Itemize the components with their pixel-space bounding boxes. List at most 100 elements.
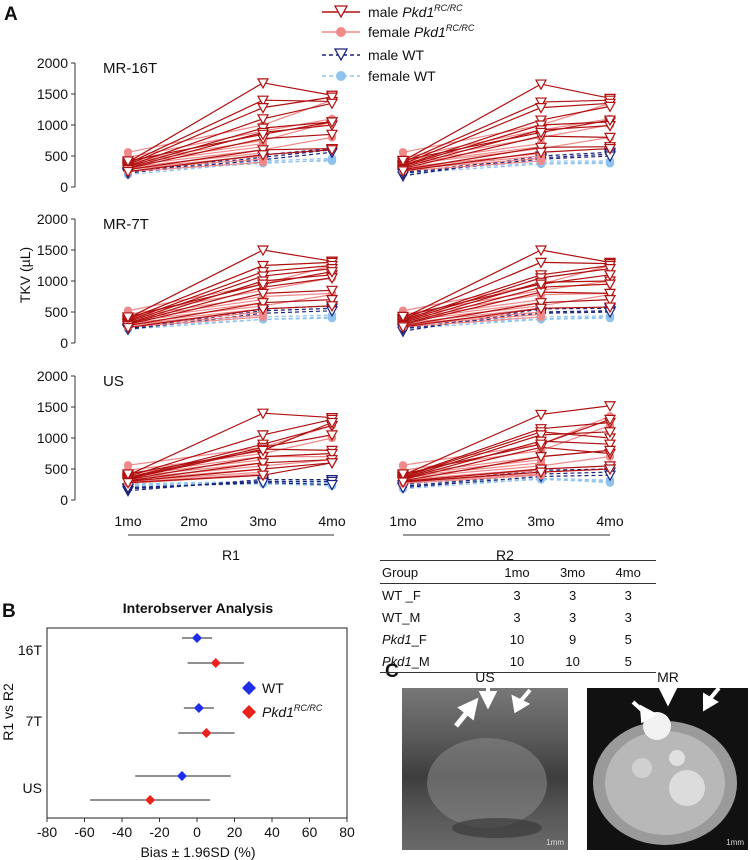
forest-bias-marker: [210, 658, 221, 668]
x-tick-label: 1mo: [114, 513, 141, 529]
series-line-female_wt: [402, 478, 611, 490]
r2-group-label: R2: [496, 547, 514, 563]
y-tick-label: 2000: [37, 211, 68, 227]
forest-category-label: 16T: [18, 642, 43, 658]
data-point-male_pkd: [121, 156, 135, 168]
series-line-female_pkd: [402, 302, 542, 321]
data-point-male_pkd: [603, 132, 617, 144]
series-line-female_pkd: [127, 158, 264, 170]
interobserver-forest-plot: Interobserver Analysis -80 -60 -40 -20 0 20 40…: [0, 600, 355, 860]
data-point-male_pkd: [534, 257, 548, 269]
data-point-female_wt: [605, 478, 615, 487]
x-tick-label: 3mo: [249, 513, 276, 529]
data-point-male_pkd: [603, 445, 617, 457]
series-line-female_wt: [402, 478, 611, 486]
forest-legend-wt: WT: [242, 680, 284, 696]
data-point-male_pkd: [396, 469, 410, 481]
data-point-male_pkd: [256, 408, 270, 420]
x-tick-label: 3mo: [527, 513, 554, 529]
svg-text:WT: WT: [262, 680, 284, 696]
arrow-icon: [454, 697, 479, 728]
data-point-male_pkd: [603, 439, 617, 451]
svg-text:Pkd1RC/RC: Pkd1RC/RC: [262, 703, 323, 720]
y-tick-label: 1500: [37, 242, 68, 258]
forest-x-tick-label: 80: [339, 824, 355, 840]
forest-x-tick-label: -60: [74, 824, 94, 840]
data-point-male_pkd: [121, 478, 135, 489]
mr-image-drawing: [593, 684, 737, 845]
data-point-male_pkd: [534, 303, 548, 315]
data-point-male_pkd: [121, 322, 135, 334]
header-3mo: 3mo: [544, 560, 601, 584]
data-point-male_pkd: [256, 279, 270, 291]
data-point-male_pkd: [534, 430, 548, 442]
data-point-male_pkd: [121, 312, 135, 324]
forest-title: Interobserver Analysis: [123, 600, 274, 616]
legend-entry-male-pkd: male Pkd1RC/RC: [322, 3, 463, 20]
forest-frame: [46, 627, 348, 819]
data-point-male_pkd: [534, 147, 548, 159]
forest-x-tick-label: 40: [264, 824, 280, 840]
forest-bias-marker: [192, 633, 202, 643]
legend-label: male: [368, 4, 402, 20]
us-image-title: US: [475, 669, 494, 685]
data-point-male_pkd: [534, 452, 548, 463]
data-point-male_pkd: [325, 417, 339, 429]
forest-legend-pkd: Pkd1RC/RC: [242, 703, 323, 720]
data-point-female_wt: [327, 314, 337, 323]
forest-x-tick-label: -40: [112, 824, 132, 840]
data-point-male_pkd: [603, 464, 617, 476]
arrow-icon: [511, 688, 532, 714]
data-point-male_pkd: [256, 260, 270, 272]
data-point-male_pkd: [325, 98, 339, 110]
series-line-female_wt: [402, 317, 611, 330]
data-point-male_pkd: [256, 78, 270, 90]
series-line-male_wt: [402, 155, 611, 174]
data-point-female_pkd: [536, 312, 546, 322]
series-line-male_wt: [402, 474, 611, 489]
legend-entry-female-wt: female WT: [322, 68, 436, 84]
y-tick-label: 500: [45, 461, 69, 477]
data-point-female_pkd: [258, 312, 268, 322]
x-tick-label: 2mo: [456, 513, 483, 529]
y-tick-label: 500: [45, 304, 69, 320]
data-point-male_pkd: [325, 295, 339, 306]
series-line-female_pkd: [402, 299, 542, 319]
forest-y-label: R1 vs R2: [0, 683, 16, 741]
data-point-male_pkd: [534, 467, 548, 479]
data-point-male_pkd: [325, 448, 339, 460]
data-point-male_pkd: [534, 439, 548, 451]
series-line-female_pkd: [127, 308, 264, 324]
y-tick-label: 1000: [37, 273, 68, 289]
data-point-male_pkd: [325, 267, 339, 278]
legend-label: female: [368, 24, 414, 40]
data-point-male_pkd: [396, 322, 410, 334]
y-tick-label: 500: [45, 148, 69, 164]
data-point-male_pkd: [256, 245, 270, 257]
series-line-female_wt: [402, 477, 611, 484]
table-header-row: Group 1mo 3mo 4mo: [380, 560, 656, 584]
panel-letter-a: A: [4, 4, 18, 25]
y-tick-label: 0: [60, 179, 68, 195]
data-point-female_wt: [327, 156, 337, 166]
series-line-male_wt: [402, 471, 611, 487]
y-tick-label: 2000: [37, 368, 68, 384]
data-point-male_pkd: [325, 301, 339, 313]
data-point-male_pkd: [396, 477, 410, 489]
series-line-female_pkd: [127, 143, 264, 163]
series-line-female_pkd: [402, 316, 542, 328]
legend-entry-male-wt: male WT: [322, 47, 424, 63]
data-point-male_pkd: [603, 115, 617, 127]
series-line-male_wt: [402, 468, 611, 486]
data-point-male_pkd: [325, 458, 339, 470]
data-point-male_pkd: [603, 401, 617, 412]
series-line-female_wt: [402, 316, 611, 327]
x-tick-label: 2mo: [180, 513, 207, 529]
line-panel-2: 0 500 1000 1500 2000 US 1mo 2mo 3mo 4mo 1mo 2mo 3mo 4…: [37, 368, 624, 529]
data-point-male_pkd: [325, 430, 339, 442]
series-line-female_pkd: [127, 316, 264, 328]
data-point-male_pkd: [325, 92, 339, 104]
line-panel-0: 0 500 1000 1500 2000 MR-16T: [37, 55, 617, 195]
series-line-female_wt: [402, 160, 610, 169]
series-line-female_pkd: [127, 473, 264, 483]
